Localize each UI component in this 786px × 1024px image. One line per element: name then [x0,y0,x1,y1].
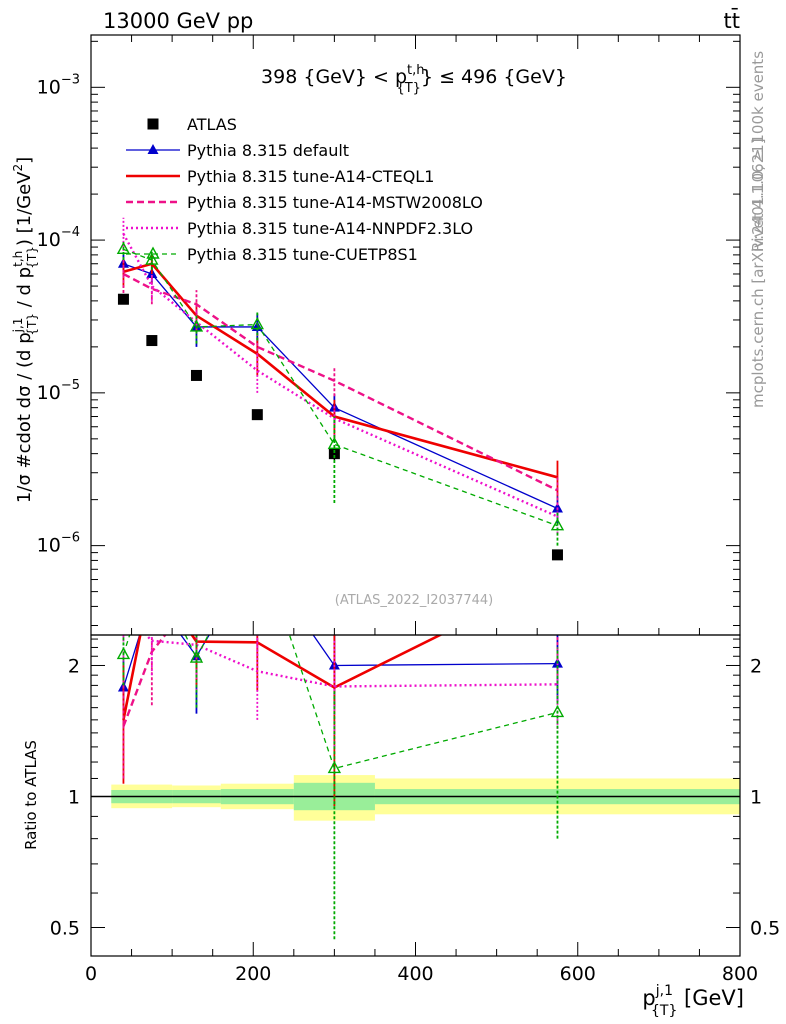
main-series-line [122,233,558,518]
ratio-y-tick-label-right: 2 [750,655,762,677]
ratio-data-point [550,704,565,718]
x-tick-label: 400 [397,963,433,985]
legend-label: Pythia 8.315 tune-A14-CTEQL1 [187,167,434,186]
legend-label: Pythia 8.315 default [187,141,349,160]
side-label-rivet: Rivet 4.1.0, ≥ 100k events [749,51,767,252]
ratio-y-tick-label: 0.5 [50,917,80,939]
legend-marker [147,118,159,130]
main-title-suffix: } ≤ 496 {GeV} [421,66,567,88]
main-data-point [327,436,342,450]
legend-marker [146,246,160,259]
main-data-point [117,293,129,305]
main-series-line [123,248,558,527]
analysis-watermark: (ATLAS_2022_I2037744) [335,593,493,608]
legend-label: Pythia 8.315 tune-A14-MSTW2008LO [187,193,483,212]
main-title-sup: t,h [407,63,424,78]
ratio-data-point [116,647,131,660]
x-tick-label: 0 [85,963,97,985]
x-tick-label: 600 [560,963,596,985]
main-data-point [190,369,202,381]
ratio-data-point [189,650,204,663]
x-tick-label: 200 [235,963,271,985]
side-label-mcplots: mcplots.cern.ch [arXiv:2401.10621] [749,138,767,408]
ratio-series-line [122,635,443,721]
ratio-y-tick-label-right: 1 [750,786,762,808]
main-data-point [116,241,131,255]
main-series-line [123,262,558,479]
legend-label: Pythia 8.315 tune-A14-NNPDF2.3LO [187,219,473,238]
main-y-label: 1/σ #cdot dσ / (d pj,1{T} / d pt,h{T}) [… [11,157,39,503]
main-title: 398 {GeV} < pt,h {T}} ≤ 496 {GeV} [261,63,567,96]
main-data-point [251,409,263,421]
main-data-point [250,317,264,330]
ratio-series-line [122,635,167,727]
ratio-y-tick-label-right: 0.5 [750,917,780,939]
main-data-point [328,448,340,460]
legend-marker [147,144,159,154]
ratio-y-label: Ratio to ATLAS [22,740,40,850]
ratio-y-axis: 0.5 0.5 1 1 2 2 [50,638,780,939]
main-series-line [122,272,558,492]
x-axis: 0 200 400 600 800 [85,35,758,985]
main-title-prefix: 398 {GeV} < p [261,66,407,88]
ratio-data-point [327,760,342,774]
legend: ATLAS Pythia 8.315 default Pythia 8.315 tu… [126,115,483,264]
main-data-point [189,319,204,332]
legend-label: Pythia 8.315 tune-CUETP8S1 [187,245,418,264]
main-data-point [146,335,158,347]
main-y-axis: 10−310−410−510−6 [37,40,740,627]
header-right: tt̄ [724,8,740,33]
main-title-sub: {T} [396,81,420,96]
main-data-point [145,252,159,265]
main-data-point [550,518,565,531]
main-series-5 [116,240,565,546]
header-left: 13000 GeV pp [103,9,253,33]
main-series-0 [117,293,563,561]
ratio-y-tick-label: 1 [68,786,80,808]
legend-label: ATLAS [187,115,237,134]
ratio-series-line [122,635,558,688]
main-y-tick-label: 10−4 [37,225,80,251]
main-series-line [123,263,558,510]
ratio-y-tick-label: 2 [68,655,80,677]
x-tick-label: 800 [722,963,758,985]
ratio-series-4 [116,635,565,940]
ratio-panel: 0.5 0.51 12 2 0 200 400 600 800 Ratio to ATLAS … [22,35,780,1019]
main-data-point [551,549,563,561]
